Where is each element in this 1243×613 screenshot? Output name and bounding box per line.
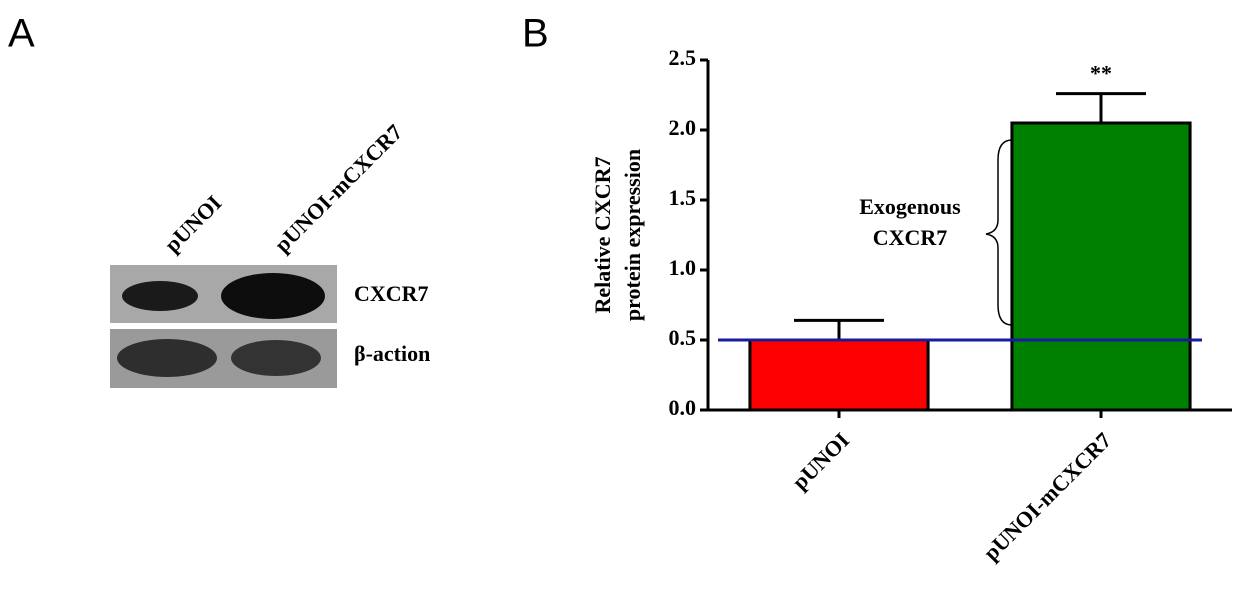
x-tick-label: pUNOI-mCXCR7 <box>978 427 1116 565</box>
y-tick-label: 1.0 <box>669 255 697 280</box>
significance: ** <box>1090 61 1112 86</box>
blot-band <box>122 281 198 311</box>
blot-row-label: CXCR7 <box>354 281 429 306</box>
y-tick-label: 2.5 <box>669 45 697 70</box>
lane-label: pUNOI <box>159 190 226 257</box>
figure: A B CXCR7 β-action pUNOI pUNOI-mCXCR7 Ex… <box>0 0 1243 613</box>
lane-label: pUNOI-mCXCR7 <box>269 119 407 257</box>
y-tick-label: 0.5 <box>669 325 697 350</box>
panel-letter: B <box>522 12 549 56</box>
blot-row-label: β-action <box>354 341 430 366</box>
bar <box>750 340 928 410</box>
blot-band <box>231 340 321 376</box>
annotation: CXCR7 <box>873 225 948 250</box>
y-tick-label: 1.5 <box>669 185 697 210</box>
annotation: Exogenous <box>859 194 961 219</box>
blot-band <box>117 339 217 377</box>
blot-band <box>221 273 325 319</box>
x-tick-label: pUNOI <box>787 427 854 494</box>
brace <box>986 140 1012 325</box>
y-axis-label: protein expression <box>620 149 645 321</box>
bar <box>1012 123 1190 410</box>
y-tick-label: 2.0 <box>669 115 697 140</box>
panel-letter: A <box>8 12 35 56</box>
y-axis-label: Relative CXCR7 <box>590 156 615 313</box>
y-tick-label: 0.0 <box>669 395 697 420</box>
